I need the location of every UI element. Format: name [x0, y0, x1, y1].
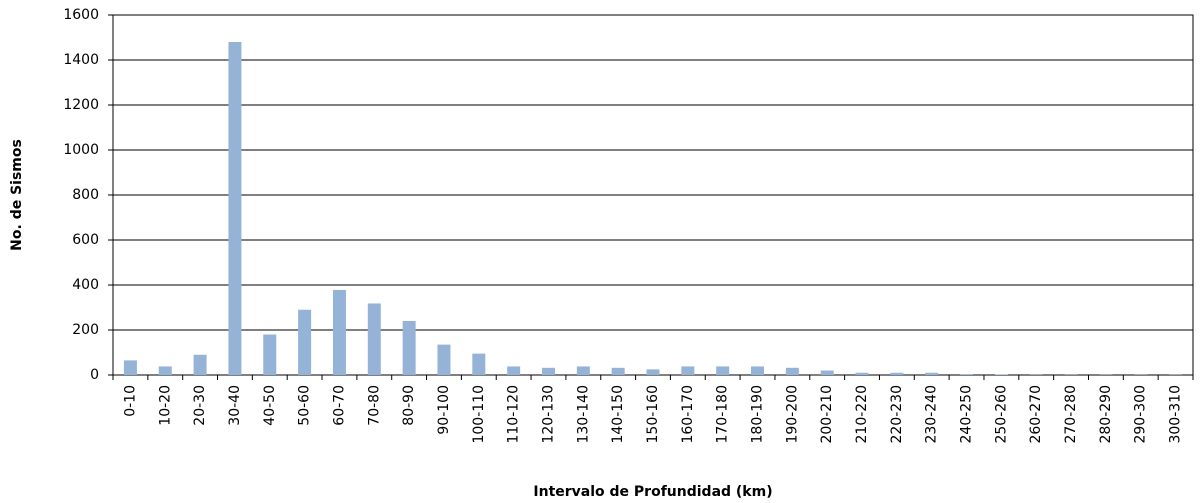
bar [890, 372, 904, 375]
x-tick-label: 180-190 [750, 385, 766, 444]
x-tick-label: 280-290 [1098, 385, 1114, 444]
y-tick-label: 200 [72, 322, 99, 338]
bar [646, 369, 660, 375]
y-tick-label: 1400 [63, 52, 99, 68]
bar [472, 353, 486, 375]
x-tick-label: 270-280 [1063, 385, 1079, 444]
bar [576, 366, 590, 375]
x-tick-label: 290-300 [1133, 385, 1149, 444]
x-tick-label: 250-260 [993, 385, 1009, 444]
y-tick-label: 1600 [63, 7, 99, 23]
bar [193, 354, 207, 375]
bar [123, 360, 137, 375]
x-tick-label: 190-200 [784, 385, 800, 444]
bar [541, 367, 555, 375]
x-tick-label: 90-100 [436, 385, 452, 435]
x-tick-label: 150-160 [645, 385, 661, 444]
x-tick-label: 230-240 [924, 385, 940, 444]
x-tick-label: 300-310 [1168, 385, 1184, 444]
x-tick-label: 260-270 [1028, 385, 1044, 444]
bar [228, 42, 242, 375]
x-tick-label: 80-90 [401, 385, 417, 426]
bar [716, 366, 730, 375]
x-tick-label: 160-170 [680, 385, 696, 444]
x-tick-label: 210-220 [854, 385, 870, 444]
bar [820, 370, 834, 375]
x-tick-label: 200-210 [819, 385, 835, 444]
y-tick-label: 600 [72, 232, 99, 248]
bar [332, 289, 346, 375]
x-tick-label: 120-130 [540, 385, 556, 444]
bar [611, 367, 625, 375]
bar [298, 309, 312, 375]
y-tick-label: 800 [72, 187, 99, 203]
x-tick-label: 170-180 [715, 385, 731, 444]
bar [507, 366, 521, 375]
x-tick-label: 110-120 [506, 385, 522, 444]
bar [437, 344, 451, 375]
y-axis-title: No. de Sismos [9, 139, 25, 251]
x-tick-label: 50-60 [297, 385, 313, 426]
x-tick-label: 240-250 [959, 385, 975, 444]
x-tick-label: 70-80 [366, 385, 382, 426]
x-tick-label: 100-110 [471, 385, 487, 444]
x-tick-label: 20-30 [192, 385, 208, 426]
x-tick-label: 0-10 [122, 385, 138, 417]
bar [960, 374, 974, 375]
y-tick-label: 1200 [63, 97, 99, 113]
bar [158, 366, 172, 375]
x-tick-label: 10-20 [157, 385, 173, 426]
bar [855, 372, 869, 375]
bar [402, 321, 416, 375]
x-tick-label: 40-50 [262, 385, 278, 426]
y-tick-label: 1000 [63, 142, 99, 158]
bar [751, 366, 765, 375]
bar [263, 334, 277, 375]
bar [785, 367, 799, 375]
x-tick-label: 30-40 [227, 385, 243, 426]
x-tick-label: 220-230 [889, 385, 905, 444]
x-tick-label: 60-70 [331, 385, 347, 426]
x-tick-label: 130-140 [575, 385, 591, 444]
y-tick-label: 400 [72, 277, 99, 293]
bar [681, 366, 695, 375]
x-axis-title: Intervalo de Profundidad (km) [533, 484, 772, 500]
bar [367, 303, 381, 375]
x-tick-label: 140-150 [610, 385, 626, 444]
bar [925, 372, 939, 375]
y-tick-label: 0 [90, 367, 99, 383]
